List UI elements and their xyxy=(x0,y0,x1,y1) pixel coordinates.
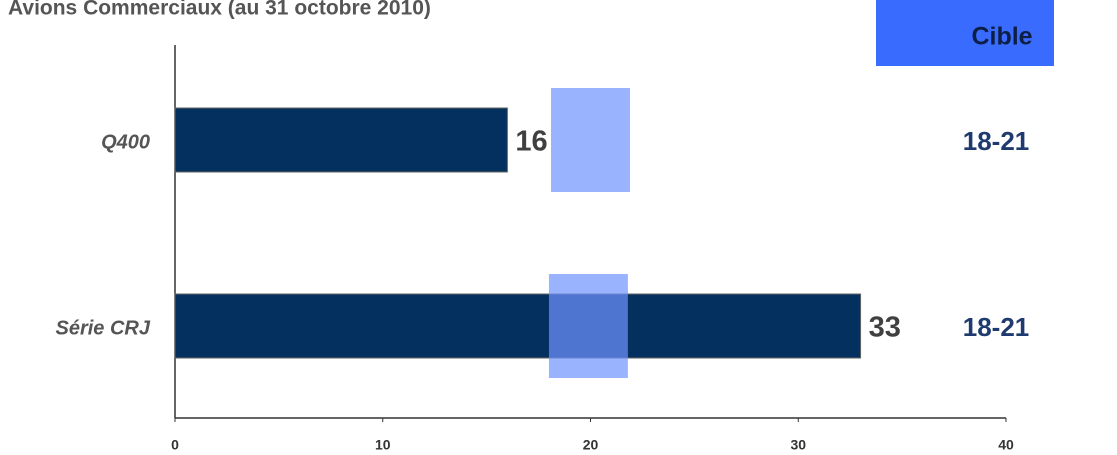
bar xyxy=(174,107,508,173)
target-label: 18-21 xyxy=(963,312,1030,342)
y-tick-label: Q400 xyxy=(101,131,150,153)
y-tick-label: Série CRJ xyxy=(56,317,151,339)
value-label: 33 xyxy=(869,312,901,344)
x-tick-label: 40 xyxy=(998,437,1014,453)
target-range xyxy=(548,274,628,378)
bar xyxy=(174,293,862,359)
x-tick-label: 20 xyxy=(583,437,599,453)
target-header-box xyxy=(876,0,1054,66)
target-header: Cible xyxy=(971,23,1032,51)
x-tick-label: 30 xyxy=(790,437,806,453)
value-label: 16 xyxy=(515,126,547,158)
x-tick-label: 0 xyxy=(171,437,179,453)
target-label: 18-21 xyxy=(963,126,1030,156)
target-range xyxy=(551,88,630,192)
chart-title: Avions Commerciaux (au 31 octobre 2010) xyxy=(8,0,431,20)
x-tick-label: 10 xyxy=(375,437,391,453)
